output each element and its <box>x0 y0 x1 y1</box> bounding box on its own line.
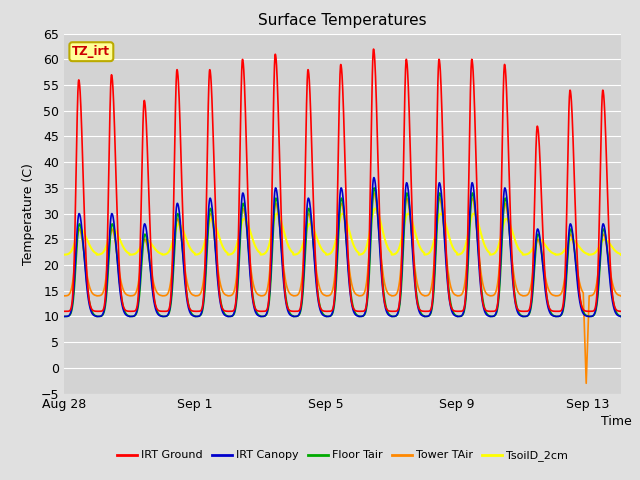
Legend: IRT Ground, IRT Canopy, Floor Tair, Tower TAir, TsoilD_2cm: IRT Ground, IRT Canopy, Floor Tair, Towe… <box>112 446 573 466</box>
Y-axis label: Temperature (C): Temperature (C) <box>22 163 35 264</box>
X-axis label: Time: Time <box>601 415 632 428</box>
Title: Surface Temperatures: Surface Temperatures <box>258 13 427 28</box>
Text: TZ_irt: TZ_irt <box>72 45 110 58</box>
